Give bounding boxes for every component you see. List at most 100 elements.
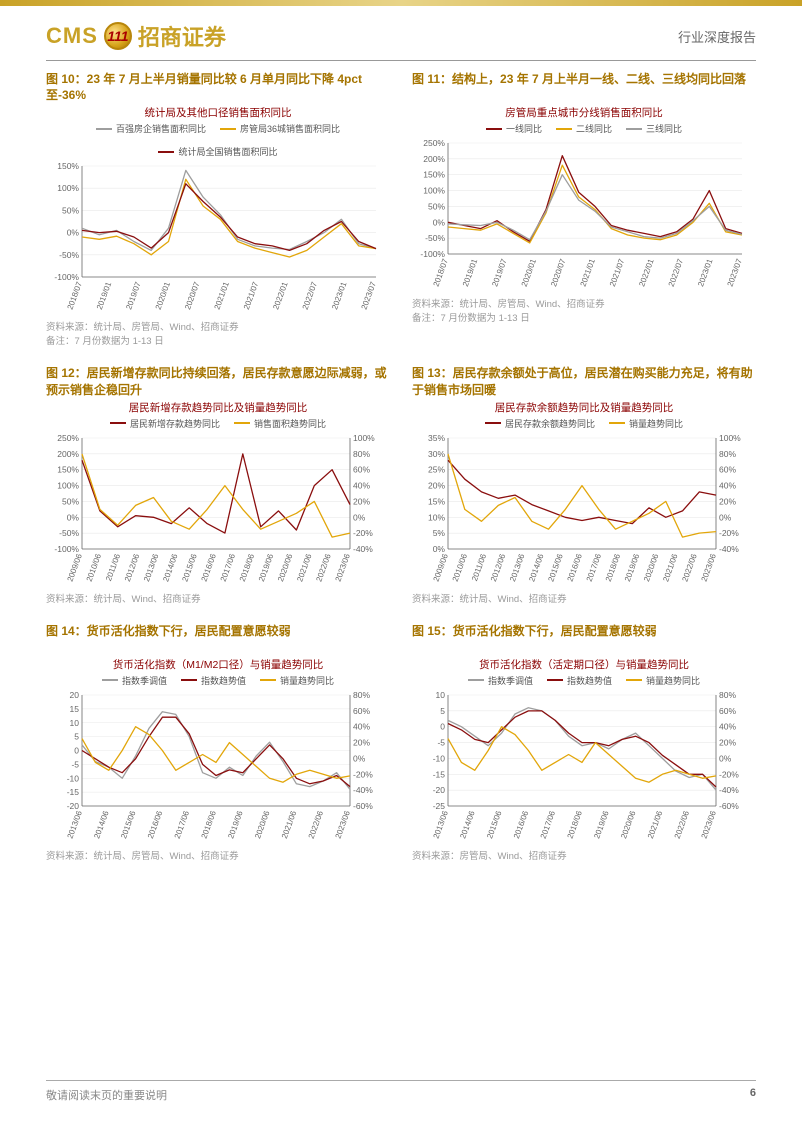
svg-text:2015/06: 2015/06 xyxy=(119,809,138,840)
svg-text:2016/06: 2016/06 xyxy=(512,809,531,840)
page-number: 6 xyxy=(750,1087,756,1103)
chart-svg: 0%5%10%15%20%25%30%35%-40%-20%0%20%40%60… xyxy=(412,432,752,587)
chart-note: 备注：7 月份数据为 1-13 日 xyxy=(412,310,756,324)
svg-text:-50%: -50% xyxy=(59,250,79,260)
svg-text:2014/06: 2014/06 xyxy=(161,552,180,583)
legend-swatch xyxy=(626,128,642,130)
svg-text:-50%: -50% xyxy=(59,528,79,538)
svg-text:2018/07: 2018/07 xyxy=(432,257,451,288)
chart-source: 资料来源：统计局、房管局、Wind、招商证券 xyxy=(46,319,390,333)
svg-text:2022/01: 2022/01 xyxy=(271,280,290,311)
svg-text:2021/07: 2021/07 xyxy=(242,280,261,311)
svg-text:10: 10 xyxy=(436,690,446,700)
top-gold-bar xyxy=(0,0,802,6)
legend-label: 指数趋势值 xyxy=(201,674,246,687)
chart-plot: -20-15-10-505101520-60%-40%-20%0%20%40%6… xyxy=(46,689,390,844)
svg-text:15: 15 xyxy=(70,704,80,714)
chart-legend: 一线同比二线同比三线同比 xyxy=(412,122,756,135)
page-header: CMS 111 招商证券 行业深度报告 xyxy=(0,0,802,60)
svg-text:2021/01: 2021/01 xyxy=(213,280,232,311)
svg-text:0: 0 xyxy=(74,745,79,755)
svg-text:-20%: -20% xyxy=(353,528,373,538)
chart-svg: -20-15-10-505101520-60%-40%-20%0%20%40%6… xyxy=(46,689,386,844)
svg-text:60%: 60% xyxy=(719,464,736,474)
legend-item: 销售面积趋势同比 xyxy=(234,417,326,430)
chart-subtitle: 货币活化指数（活定期口径）与销量趋势同比 xyxy=(412,657,756,672)
legend-item: 销量趋势同比 xyxy=(626,674,700,687)
legend-swatch xyxy=(260,679,276,681)
svg-text:2022/06: 2022/06 xyxy=(680,552,699,583)
svg-text:-20%: -20% xyxy=(719,528,739,538)
chart-plot: -100%-50%0%50%100%150%200%250%2018/07201… xyxy=(412,137,756,292)
legend-label: 居民存款余额趋势同比 xyxy=(505,417,595,430)
legend-item: 指数趋势值 xyxy=(547,674,612,687)
brand-cn: 招商证券 xyxy=(138,20,226,52)
svg-text:2021/06: 2021/06 xyxy=(280,809,299,840)
chart-cell-13: 图 13：居民存款余额处于高位，居民潜在购买能力充足，将有助于销售市场回暖居民存… xyxy=(412,365,756,604)
svg-text:-100%: -100% xyxy=(54,272,79,282)
legend-label: 房管局36城销售面积同比 xyxy=(240,122,340,135)
svg-text:-40%: -40% xyxy=(719,785,739,795)
chart-note: 备注：7 月份数据为 1-13 日 xyxy=(46,333,390,347)
chart-subtitle: 房管局重点城市分线销售面积同比 xyxy=(412,105,756,120)
legend-item: 百强房企销售面积同比 xyxy=(96,122,206,135)
svg-text:-25: -25 xyxy=(433,801,446,811)
legend-swatch xyxy=(556,128,572,130)
svg-text:0%: 0% xyxy=(353,753,366,763)
svg-text:2020/01: 2020/01 xyxy=(154,280,173,311)
svg-text:150%: 150% xyxy=(57,464,79,474)
svg-text:25%: 25% xyxy=(428,464,445,474)
svg-text:80%: 80% xyxy=(719,449,736,459)
svg-text:2020/06: 2020/06 xyxy=(619,809,638,840)
legend-swatch xyxy=(486,128,502,130)
svg-text:2021/07: 2021/07 xyxy=(608,257,627,288)
svg-text:15%: 15% xyxy=(428,496,445,506)
svg-text:2015/06: 2015/06 xyxy=(485,809,504,840)
svg-text:40%: 40% xyxy=(719,721,736,731)
svg-text:2013/06: 2013/06 xyxy=(508,552,527,583)
svg-text:-10: -10 xyxy=(433,753,446,763)
svg-text:2020/01: 2020/01 xyxy=(520,257,539,288)
svg-text:20%: 20% xyxy=(353,737,370,747)
svg-text:0%: 0% xyxy=(433,544,446,554)
legend-item: 指数季调值 xyxy=(468,674,533,687)
legend-label: 销量趋势同比 xyxy=(646,674,700,687)
chart-subtitle: 统计局及其他口径销售面积同比 xyxy=(46,105,390,120)
svg-text:2023/06: 2023/06 xyxy=(334,809,353,840)
svg-text:2018/06: 2018/06 xyxy=(604,552,623,583)
svg-text:2016/06: 2016/06 xyxy=(566,552,585,583)
svg-text:200%: 200% xyxy=(423,154,445,164)
svg-text:2022/06: 2022/06 xyxy=(314,552,333,583)
svg-text:100%: 100% xyxy=(719,433,741,443)
chart-svg: -25-20-15-10-50510-60%-40%-20%0%20%40%60… xyxy=(412,689,752,844)
chart-plot: -25-20-15-10-50510-60%-40%-20%0%20%40%60… xyxy=(412,689,756,844)
svg-text:0%: 0% xyxy=(719,753,732,763)
svg-text:2017/06: 2017/06 xyxy=(173,809,192,840)
svg-text:20%: 20% xyxy=(719,496,736,506)
legend-swatch xyxy=(96,128,112,130)
chart-legend: 居民新增存款趋势同比销售面积趋势同比 xyxy=(46,417,390,430)
svg-text:40%: 40% xyxy=(719,480,736,490)
svg-text:40%: 40% xyxy=(353,480,370,490)
svg-text:100%: 100% xyxy=(353,433,375,443)
svg-text:-20: -20 xyxy=(67,801,80,811)
svg-text:2016/06: 2016/06 xyxy=(146,809,165,840)
svg-text:10%: 10% xyxy=(428,512,445,522)
svg-text:10: 10 xyxy=(70,718,80,728)
legend-item: 居民存款余额趋势同比 xyxy=(485,417,595,430)
svg-text:2010/06: 2010/06 xyxy=(85,552,104,583)
svg-text:2017/06: 2017/06 xyxy=(539,809,558,840)
svg-text:-15: -15 xyxy=(67,787,80,797)
svg-text:2021/06: 2021/06 xyxy=(295,552,314,583)
svg-text:5: 5 xyxy=(440,706,445,716)
chart-svg: -100%-50%0%50%100%150%2018/072019/012019… xyxy=(46,160,386,315)
svg-text:2009/06: 2009/06 xyxy=(432,552,451,583)
legend-swatch xyxy=(110,422,126,424)
svg-text:-20%: -20% xyxy=(719,769,739,779)
svg-text:-40%: -40% xyxy=(353,544,373,554)
svg-text:-100%: -100% xyxy=(420,249,445,259)
svg-text:200%: 200% xyxy=(57,449,79,459)
legend-label: 指数趋势值 xyxy=(567,674,612,687)
svg-text:60%: 60% xyxy=(353,464,370,474)
chart-svg: -100%-50%0%50%100%150%200%250%-40%-20%0%… xyxy=(46,432,386,587)
